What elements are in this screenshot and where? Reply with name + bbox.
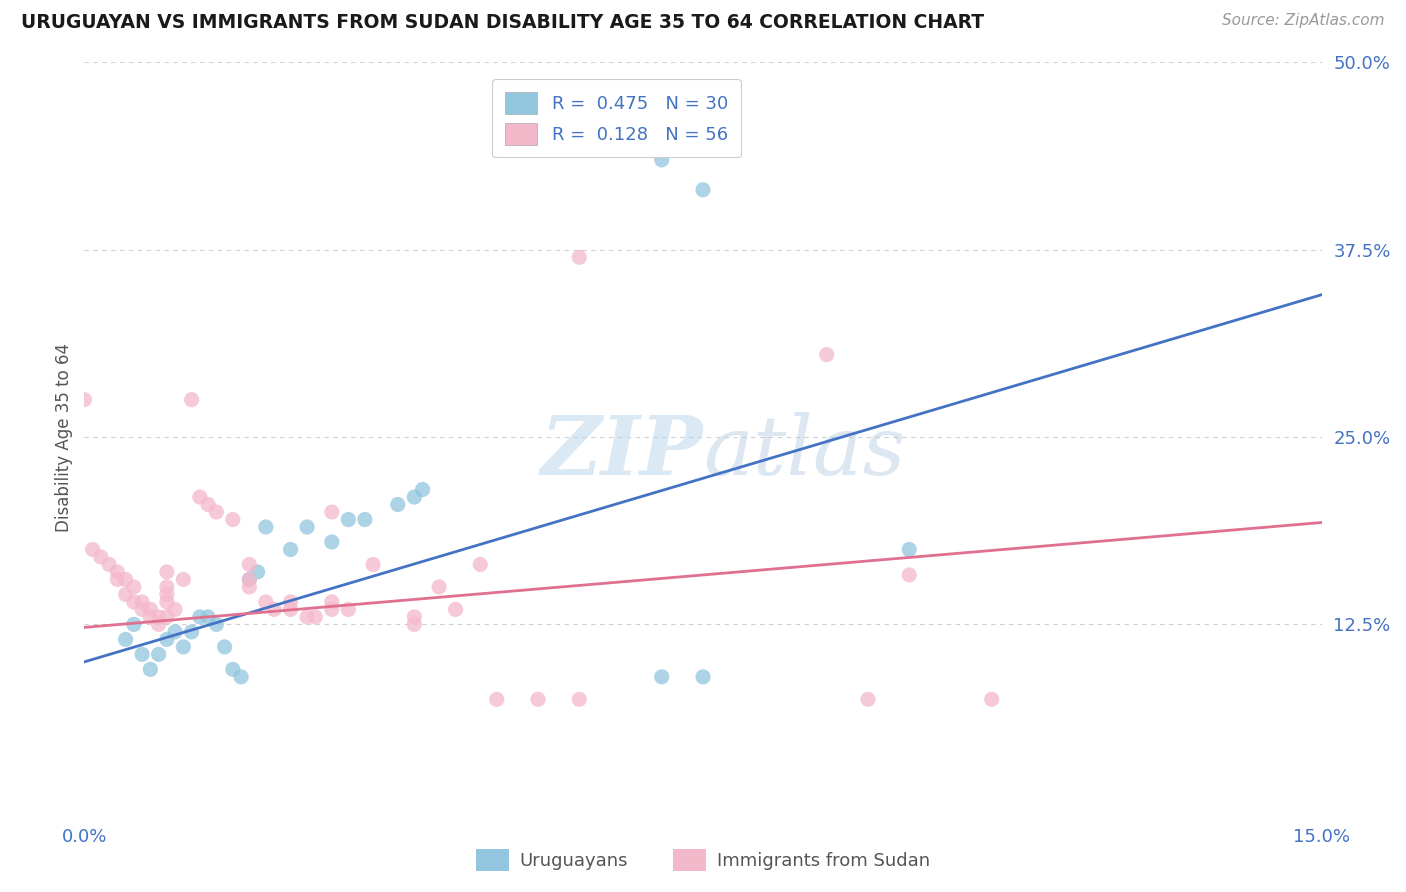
Point xyxy=(156,632,179,647)
Point xyxy=(156,610,179,624)
Point xyxy=(321,535,343,549)
Text: atlas: atlas xyxy=(703,412,905,492)
Legend: R =  0.475   N = 30, R =  0.128   N = 56: R = 0.475 N = 30, R = 0.128 N = 56 xyxy=(492,79,741,157)
Y-axis label: Disability Age 35 to 64: Disability Age 35 to 64 xyxy=(55,343,73,532)
Point xyxy=(122,595,145,609)
Point xyxy=(238,573,260,587)
Point xyxy=(156,595,179,609)
Point xyxy=(139,602,162,616)
Point xyxy=(485,692,508,706)
Point xyxy=(197,610,219,624)
Point xyxy=(304,610,326,624)
Point xyxy=(692,183,714,197)
Point xyxy=(444,602,467,616)
Point xyxy=(188,610,211,624)
Point xyxy=(139,610,162,624)
Point xyxy=(139,662,162,676)
Point xyxy=(321,505,343,519)
Point xyxy=(229,670,252,684)
Point xyxy=(815,348,838,362)
Point xyxy=(651,670,673,684)
Point xyxy=(180,392,202,407)
Point xyxy=(404,610,426,624)
Point xyxy=(238,558,260,572)
Point xyxy=(197,498,219,512)
Point xyxy=(238,573,260,587)
Point xyxy=(263,602,285,616)
Point xyxy=(254,520,277,534)
Point xyxy=(156,587,179,601)
Point xyxy=(180,624,202,639)
Point xyxy=(280,542,302,557)
Point xyxy=(404,617,426,632)
Text: URUGUAYAN VS IMMIGRANTS FROM SUDAN DISABILITY AGE 35 TO 64 CORRELATION CHART: URUGUAYAN VS IMMIGRANTS FROM SUDAN DISAB… xyxy=(21,13,984,32)
Point xyxy=(98,558,121,572)
Point xyxy=(148,610,170,624)
Point xyxy=(568,250,591,264)
Point xyxy=(131,648,153,662)
Point xyxy=(321,595,343,609)
Point xyxy=(205,505,228,519)
Point xyxy=(90,549,112,564)
Point xyxy=(898,542,921,557)
Point xyxy=(172,573,194,587)
Point xyxy=(222,512,245,526)
Point xyxy=(337,602,360,616)
Point xyxy=(254,595,277,609)
Point xyxy=(856,692,879,706)
Point xyxy=(295,520,318,534)
Point xyxy=(692,670,714,684)
Point xyxy=(321,602,343,616)
Point xyxy=(568,692,591,706)
Point xyxy=(131,595,153,609)
Point xyxy=(387,498,409,512)
Point xyxy=(165,602,187,616)
Point xyxy=(280,602,302,616)
Point xyxy=(82,542,104,557)
Point xyxy=(122,580,145,594)
Point xyxy=(246,565,269,579)
Point xyxy=(222,662,245,676)
Point xyxy=(156,580,179,594)
Point xyxy=(73,392,96,407)
Point xyxy=(148,648,170,662)
Legend: Uruguayans, Immigrants from Sudan: Uruguayans, Immigrants from Sudan xyxy=(470,842,936,879)
Point xyxy=(172,640,194,654)
Point xyxy=(205,617,228,632)
Point xyxy=(165,624,187,639)
Point xyxy=(105,565,128,579)
Point xyxy=(404,490,426,504)
Point xyxy=(131,602,153,616)
Point xyxy=(114,573,136,587)
Point xyxy=(214,640,236,654)
Text: Source: ZipAtlas.com: Source: ZipAtlas.com xyxy=(1222,13,1385,29)
Point xyxy=(898,568,921,582)
Point xyxy=(427,580,450,594)
Point xyxy=(238,580,260,594)
Point xyxy=(527,692,550,706)
Point xyxy=(470,558,492,572)
Point xyxy=(156,565,179,579)
Point xyxy=(114,632,136,647)
Point xyxy=(337,512,360,526)
Point xyxy=(295,610,318,624)
Point xyxy=(412,483,434,497)
Point xyxy=(122,617,145,632)
Point xyxy=(651,153,673,167)
Point xyxy=(148,617,170,632)
Point xyxy=(280,595,302,609)
Point xyxy=(105,573,128,587)
Point xyxy=(361,558,384,572)
Point xyxy=(980,692,1002,706)
Point xyxy=(114,587,136,601)
Point xyxy=(188,490,211,504)
Text: ZIP: ZIP xyxy=(540,412,703,492)
Point xyxy=(353,512,375,526)
